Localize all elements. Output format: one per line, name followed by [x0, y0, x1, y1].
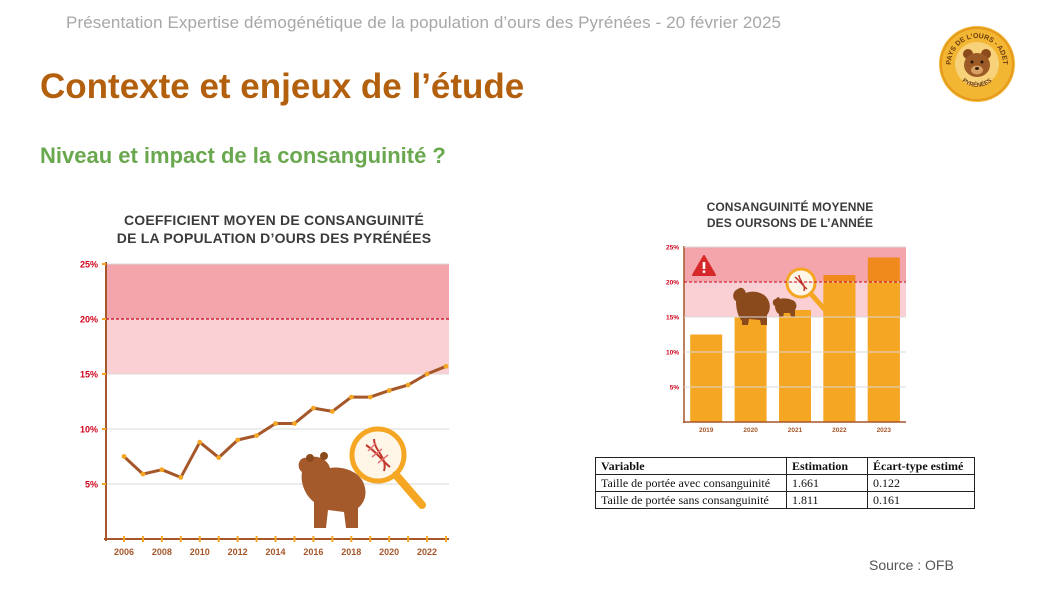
- x-tick-label: 2020: [743, 427, 758, 434]
- data-point: [140, 471, 146, 477]
- x-tick-label: 2022: [832, 427, 847, 434]
- magnifier-dna-small-icon: [785, 267, 830, 315]
- data-point: [178, 475, 184, 480]
- bear-illustration: [298, 452, 366, 528]
- y-tick-label: 5%: [670, 385, 680, 392]
- warning-triangle-icon: [692, 255, 716, 276]
- y-tick-label: 20%: [666, 280, 679, 287]
- svg-text:PYRÉNÉES: PYRÉNÉES: [961, 78, 993, 89]
- y-tick-label: 10%: [666, 350, 679, 357]
- risk-band: [106, 319, 449, 374]
- data-point: [159, 467, 165, 473]
- logo-bottom-text: PYRÉNÉES: [961, 78, 993, 89]
- line-chart-title: COEFFICIENT MOYEN DE CONSANGUINITÉ DE LA…: [94, 211, 454, 247]
- bar: [690, 334, 723, 422]
- x-tick-label: 2022: [417, 547, 437, 557]
- x-tick-label: 2006: [114, 547, 134, 557]
- data-point: [386, 388, 392, 393]
- x-tick-label: 2010: [190, 547, 210, 557]
- y-tick-label: 5%: [85, 480, 98, 490]
- bear-family-illustration: [733, 287, 797, 325]
- presentation-header: Présentation Expertise démogénétique de …: [66, 13, 782, 32]
- page-title: Contexte et enjeux de l’étude: [40, 67, 525, 106]
- line-chart-title-line1: COEFFICIENT MOYEN DE CONSANGUINITÉ: [123, 212, 425, 228]
- data-point: [121, 454, 127, 459]
- magnifier-dna-icon: [349, 426, 426, 509]
- bar-chart-title: CONSANGUINITÉ MOYENNE DES OURSONS DE L’A…: [680, 199, 900, 231]
- table-cell-variable: Taille de portée avec consanguinité: [595, 474, 787, 492]
- table-cell-ecart-type: 0.161: [867, 491, 975, 509]
- data-point: [348, 394, 354, 400]
- x-tick-label: 2018: [341, 547, 361, 557]
- x-tick-label: 2016: [303, 547, 323, 557]
- risk-band: [106, 264, 449, 319]
- data-point: [292, 421, 297, 426]
- bar-chart-title-line2: DES OURSONS DE L’ANNÉE: [706, 216, 874, 230]
- page-subtitle: Niveau et impact de la consanguinité ?: [40, 143, 446, 168]
- data-point: [311, 405, 316, 411]
- bear-face-icon: [963, 49, 991, 77]
- table-header-ecart-type: Écart-type estimé: [867, 457, 975, 475]
- bar: [734, 317, 767, 422]
- y-tick-label: 25%: [666, 245, 679, 252]
- y-tick-label: 15%: [80, 370, 98, 380]
- data-point: [273, 421, 278, 426]
- data-point: [235, 437, 241, 443]
- line-chart-title-line2: DE LA POPULATION D’OURS DES PYRÉNÉES: [116, 230, 432, 246]
- table-cell-variable: Taille de portée sans consanguinité: [595, 491, 787, 509]
- bar-chart-title-line1: CONSANGUINITÉ MOYENNE: [706, 200, 874, 214]
- data-point: [405, 382, 411, 388]
- estimation-table: Variable Estimation Écart-type estimé Ta…: [595, 457, 975, 509]
- data-point: [443, 363, 449, 369]
- x-tick-label: 2019: [699, 427, 714, 434]
- table-header-variable: Variable: [595, 457, 787, 475]
- table-cell-ecart-type: 0.122: [867, 474, 975, 492]
- x-tick-label: 2023: [877, 427, 892, 434]
- data-point: [216, 455, 222, 460]
- y-tick-label: 10%: [80, 425, 98, 435]
- pays-de-lours-logo: PAYS DE L’OURS - ADET PYRÉNÉES: [939, 26, 1015, 102]
- data-point: [254, 433, 259, 438]
- x-tick-label: 2012: [228, 547, 248, 557]
- data-point: [329, 409, 335, 414]
- series-line: [122, 364, 447, 479]
- x-tick-label: 2020: [379, 547, 399, 557]
- table-header-estimation: Estimation: [786, 457, 868, 475]
- y-tick-label: 20%: [80, 315, 98, 325]
- table-cell-estimation: 1.661: [786, 474, 868, 492]
- data-point: [197, 439, 203, 445]
- bar: [779, 310, 811, 422]
- source-note: Source : OFB: [869, 557, 954, 573]
- table-header-row: Variable Estimation Écart-type estimé: [595, 457, 975, 475]
- data-point: [367, 394, 373, 400]
- x-tick-label: 2021: [788, 427, 803, 434]
- x-tick-label: 2008: [152, 547, 172, 557]
- data-point: [424, 371, 430, 377]
- y-tick-label: 25%: [80, 260, 98, 270]
- table-cell-estimation: 1.811: [786, 491, 868, 509]
- x-tick-label: 2014: [266, 547, 286, 557]
- y-tick-label: 15%: [666, 315, 679, 322]
- table-row: Taille de portée avec consanguinité 1.66…: [595, 474, 975, 492]
- table-row: Taille de portée sans consanguinité 1.81…: [595, 491, 975, 509]
